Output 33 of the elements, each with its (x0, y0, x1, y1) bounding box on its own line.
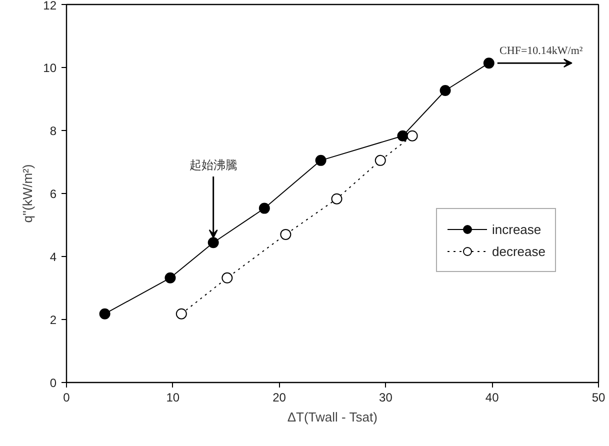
y-tick-label: 0 (50, 376, 57, 390)
point (164, 272, 176, 284)
annotation: 起始沸騰 (189, 158, 238, 172)
y-tick-label: 4 (50, 250, 57, 264)
point (331, 193, 342, 204)
point (315, 154, 326, 166)
point (176, 308, 187, 320)
y-tick-label: 8 (50, 124, 57, 138)
legend-label: increase (492, 222, 542, 236)
annotation: CHF=10.14kW/m² (500, 44, 584, 57)
point (397, 130, 408, 142)
point (258, 202, 270, 214)
point (99, 308, 110, 320)
legend-label: decrease (492, 244, 546, 258)
y-tick-label: 2 (50, 313, 57, 327)
x-axis-title: ΔT(Twall - Tsat) (287, 410, 378, 424)
point (280, 228, 292, 240)
x-tick-label: 0 (63, 390, 70, 404)
point (222, 272, 233, 284)
x-tick-label: 10 (166, 390, 180, 404)
point (440, 85, 451, 96)
point (374, 154, 386, 166)
y-tick-label: 10 (43, 61, 57, 75)
y-tick-label: 12 (43, 0, 57, 12)
y-axis-title: q''(kW/m²) (20, 164, 36, 223)
point (406, 130, 418, 142)
x-tick-label: 40 (485, 390, 500, 404)
x-tick-label: 20 (272, 390, 286, 404)
x-tick-label: 30 (379, 390, 393, 404)
x-tick-label: 50 (592, 390, 606, 404)
point (208, 237, 219, 248)
point (483, 58, 494, 69)
y-tick-label: 6 (50, 187, 57, 201)
